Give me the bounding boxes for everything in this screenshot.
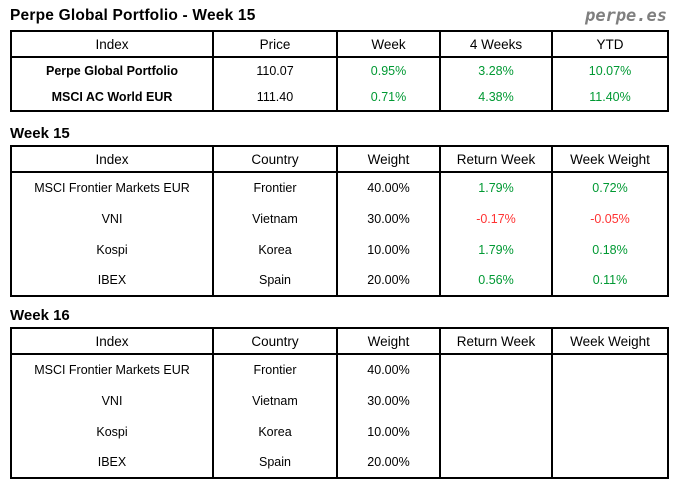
index-cell: IBEX — [10, 447, 214, 478]
col-header-price: Price — [212, 31, 338, 58]
col-header-return-week: Return Week — [439, 328, 553, 355]
return-week-cell: 0.56% — [439, 265, 553, 296]
week-weight-cell — [551, 385, 669, 416]
table-row: IBEX Spain 20.00% — [10, 447, 669, 478]
weight-cell: 20.00% — [336, 447, 441, 478]
report-header: Perpe Global Portfolio - Week 15 perpe.e… — [10, 6, 667, 26]
ytd-return-cell: 11.40% — [551, 84, 669, 111]
ytd-return-cell: 10.07% — [551, 57, 669, 84]
index-cell: MSCI Frontier Markets EUR — [10, 354, 214, 385]
return-week-cell: -0.17% — [439, 203, 553, 234]
4weeks-return-cell: 4.38% — [439, 84, 553, 111]
country-cell: Korea — [212, 234, 338, 265]
col-header-4weeks: 4 Weeks — [439, 31, 553, 58]
week-weight-cell — [551, 447, 669, 478]
table-row: Kospi Korea 10.00% 1.79% 0.18% — [10, 234, 669, 265]
table-row: Kospi Korea 10.00% — [10, 416, 669, 447]
return-week-cell — [439, 354, 553, 385]
col-header-weight: Weight — [336, 146, 441, 173]
site-logo: perpe.es — [585, 6, 667, 26]
4weeks-return-cell: 3.28% — [439, 57, 553, 84]
table-row: VNI Vietnam 30.00% -0.17% -0.05% — [10, 203, 669, 234]
col-header-country: Country — [212, 328, 338, 355]
weight-cell: 10.00% — [336, 234, 441, 265]
col-header-return-week: Return Week — [439, 146, 553, 173]
country-cell: Spain — [212, 265, 338, 296]
week15-heading: Week 15 — [10, 125, 70, 142]
table-row: MSCI Frontier Markets EUR Frontier 40.00… — [10, 354, 669, 385]
table-row: IBEX Spain 20.00% 0.56% 0.11% — [10, 265, 669, 296]
col-header-weight: Weight — [336, 328, 441, 355]
col-header-index: Index — [10, 31, 214, 58]
index-cell: Kospi — [10, 416, 214, 447]
week-return-cell: 0.71% — [336, 84, 441, 111]
price-cell: 110.07 — [212, 57, 338, 84]
col-header-index: Index — [10, 146, 214, 173]
week16-table: Index Country Weight Return Week Week We… — [10, 327, 669, 479]
index-cell: VNI — [10, 385, 214, 416]
country-cell: Vietnam — [212, 203, 338, 234]
week-weight-cell — [551, 354, 669, 385]
index-cell: Kospi — [10, 234, 214, 265]
col-header-country: Country — [212, 146, 338, 173]
week-weight-cell — [551, 416, 669, 447]
country-cell: Vietnam — [212, 385, 338, 416]
weight-cell: 30.00% — [336, 385, 441, 416]
return-week-cell — [439, 416, 553, 447]
week16-header-row: Index Country Weight Return Week Week We… — [10, 328, 669, 355]
country-cell: Spain — [212, 447, 338, 478]
report-page: Perpe Global Portfolio - Week 15 perpe.e… — [10, 6, 669, 479]
week16-heading: Week 16 — [10, 307, 70, 324]
return-week-cell — [439, 447, 553, 478]
week-weight-cell: -0.05% — [551, 203, 669, 234]
col-header-week-weight: Week Weight — [551, 328, 669, 355]
table-row: VNI Vietnam 30.00% — [10, 385, 669, 416]
week15-header-row: Index Country Weight Return Week Week We… — [10, 146, 669, 173]
return-week-cell: 1.79% — [439, 234, 553, 265]
weight-cell: 40.00% — [336, 172, 441, 203]
col-header-week: Week — [336, 31, 441, 58]
week15-table: Index Country Weight Return Week Week We… — [10, 145, 669, 297]
week-return-cell: 0.95% — [336, 57, 441, 84]
week-weight-cell: 0.72% — [551, 172, 669, 203]
index-cell: IBEX — [10, 265, 214, 296]
table-row: MSCI Frontier Markets EUR Frontier 40.00… — [10, 172, 669, 203]
index-cell: MSCI Frontier Markets EUR — [10, 172, 214, 203]
col-header-week-weight: Week Weight — [551, 146, 669, 173]
col-header-ytd: YTD — [551, 31, 669, 58]
price-cell: 111.40 — [212, 84, 338, 111]
weight-cell: 20.00% — [336, 265, 441, 296]
country-cell: Frontier — [212, 172, 338, 203]
index-cell: MSCI AC World EUR — [10, 84, 214, 111]
country-cell: Frontier — [212, 354, 338, 385]
country-cell: Korea — [212, 416, 338, 447]
report-title: Perpe Global Portfolio - Week 15 — [10, 7, 256, 24]
col-header-index: Index — [10, 328, 214, 355]
index-cell: VNI — [10, 203, 214, 234]
portfolio-summary-table: Index Price Week 4 Weeks YTD Perpe Globa… — [10, 30, 669, 112]
return-week-cell — [439, 385, 553, 416]
week-weight-cell: 0.18% — [551, 234, 669, 265]
weight-cell: 30.00% — [336, 203, 441, 234]
weight-cell: 10.00% — [336, 416, 441, 447]
table-row: MSCI AC World EUR 111.40 0.71% 4.38% 11.… — [10, 84, 669, 111]
week-weight-cell: 0.11% — [551, 265, 669, 296]
summary-header-row: Index Price Week 4 Weeks YTD — [10, 31, 669, 58]
index-cell: Perpe Global Portfolio — [10, 57, 214, 84]
return-week-cell: 1.79% — [439, 172, 553, 203]
weight-cell: 40.00% — [336, 354, 441, 385]
table-row: Perpe Global Portfolio 110.07 0.95% 3.28… — [10, 57, 669, 84]
